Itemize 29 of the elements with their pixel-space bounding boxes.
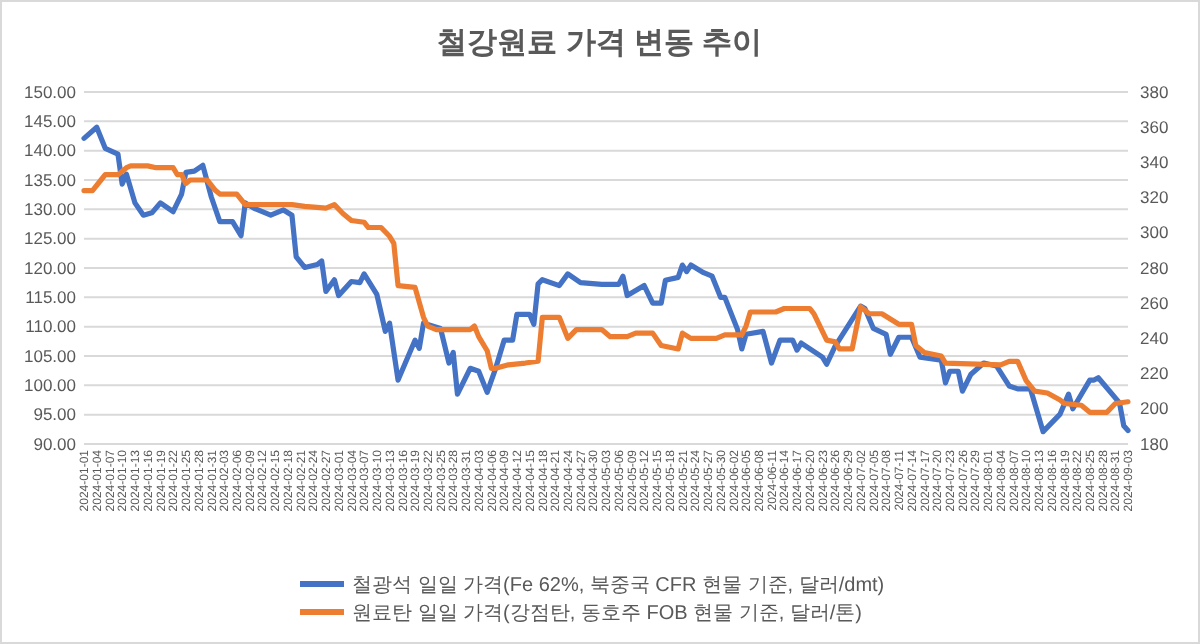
chart-title: 철강원료 가격 변동 추이 [437, 26, 763, 60]
y-tick-label: 135.00 [24, 169, 77, 190]
y-tick-label: 140.00 [24, 140, 77, 161]
y2-tick-label: 280 [1140, 257, 1169, 278]
y-tick-label: 115.00 [25, 286, 77, 307]
y2-tick-label: 320 [1140, 187, 1169, 208]
y-tick-label: 95.00 [33, 404, 77, 425]
y2-tick-label: 260 [1140, 292, 1169, 313]
y-tick-label: 125.00 [24, 228, 77, 249]
legend-label: 철광석 일일 가격(Fe 62%, 북중국 CFR 현물 기준, 달러/dmt) [352, 575, 885, 597]
y-tick-label: 90.00 [33, 433, 77, 454]
y-tick-label: 110.00 [25, 316, 77, 337]
y-tick-label: 130.00 [24, 198, 77, 219]
y-tick-label: 150.00 [24, 81, 77, 102]
y2-tick-label: 300 [1140, 222, 1169, 243]
y-tick-label: 100.00 [24, 374, 77, 395]
y2-tick-label: 360 [1140, 116, 1169, 137]
y-tick-label: 120.00 [24, 257, 77, 278]
line-series [81, 163, 1131, 415]
y-tick-label: 105.00 [24, 345, 77, 366]
y2-tick-label: 380 [1140, 81, 1169, 102]
y2-tick-label: 240 [1140, 328, 1169, 349]
y2-tick-label: 180 [1140, 433, 1169, 454]
y2-tick-label: 200 [1140, 398, 1169, 419]
line-series [81, 124, 1131, 435]
y2-tick-label: 220 [1140, 363, 1169, 384]
legend-label: 원료탄 일일 가격(강점탄, 동호주 FOB 현물 기준, 달러/톤) [352, 603, 862, 625]
y2-tick-label: 340 [1140, 152, 1169, 173]
y-tick-label: 145.00 [24, 110, 77, 131]
